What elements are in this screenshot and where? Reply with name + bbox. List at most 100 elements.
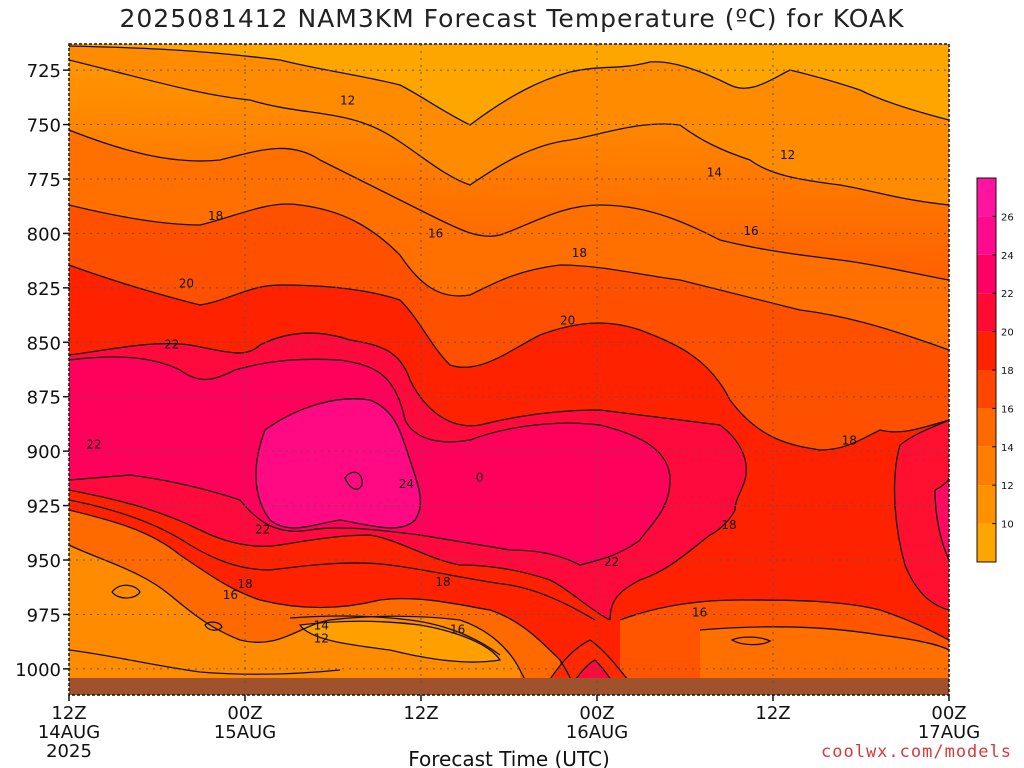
contour-label: 16 xyxy=(743,224,758,238)
surface-terrain xyxy=(69,678,949,695)
contour-label: 20 xyxy=(560,314,575,328)
colorbar-swatch xyxy=(977,331,996,370)
x-tick-label: 2025 xyxy=(46,741,92,762)
colorbar-tick-label: 10 xyxy=(1001,520,1014,531)
x-tick-label: 14AUG xyxy=(38,722,100,743)
colorbar-tick-label: 14 xyxy=(1001,443,1014,454)
contour-22-right xyxy=(934,477,949,561)
y-tick-label: 725 xyxy=(27,61,61,82)
contour-label: 22 xyxy=(86,438,101,452)
contour-16-low xyxy=(69,544,536,695)
x-axis-title: Forecast Time (UTC) xyxy=(408,747,610,768)
contour-label: 16 xyxy=(428,226,443,240)
plot-frame xyxy=(68,43,950,696)
contour-label: 16 xyxy=(450,623,465,637)
contour-24 xyxy=(255,398,422,529)
contour-16 xyxy=(69,203,949,351)
colorbar-swatch xyxy=(977,408,996,447)
band-24 xyxy=(255,398,421,528)
contour-label: 18 xyxy=(237,577,252,591)
chart-title: 2025081412 NAM3KM Forecast Temperature (… xyxy=(119,4,905,33)
x-tick-label: 15AUG xyxy=(214,722,276,743)
contour-10 xyxy=(69,45,949,126)
y-tick-label: 850 xyxy=(27,333,61,354)
contour-label: 0 xyxy=(476,470,484,484)
contour-label: 16 xyxy=(223,588,238,602)
colorbar-swatch xyxy=(977,254,996,294)
contour-small-left-1 xyxy=(111,584,141,599)
colorbar-swatch xyxy=(977,523,996,562)
contour-label: 18 xyxy=(721,518,736,532)
y-tick-label: 775 xyxy=(27,170,61,191)
contour-14-right xyxy=(699,626,949,651)
contour-14 xyxy=(69,129,949,281)
x-tick-label: 00Z xyxy=(579,703,614,724)
contour-18-low xyxy=(69,509,581,695)
y-tick-label: 800 xyxy=(27,224,61,245)
y-tick-label: 925 xyxy=(27,497,61,518)
contour-label: 12 xyxy=(314,631,329,645)
temperature-fill xyxy=(69,44,949,695)
y-tick-label: 875 xyxy=(27,388,61,409)
contour-small-right xyxy=(730,636,772,646)
contour-label: 12 xyxy=(340,94,355,108)
contour-label: 18 xyxy=(572,246,587,260)
contour-20 xyxy=(69,332,747,621)
colorbar-swatch xyxy=(977,216,996,255)
contour-16-right xyxy=(619,599,949,641)
band-20-right-pocket xyxy=(894,420,949,610)
y-axis: 725 750 775 800 825 850 875 900 925 950 975 1000 xyxy=(15,61,69,681)
contour-label: 14 xyxy=(707,165,722,179)
contour-label: 22 xyxy=(164,337,179,351)
contour-label: 18 xyxy=(208,209,223,223)
contour-label: 16 xyxy=(692,605,707,619)
colorbar-tick-label: 16 xyxy=(1001,404,1014,415)
contour-24-small xyxy=(344,471,363,490)
band-12-low-left xyxy=(69,545,520,695)
contour-label: 22 xyxy=(604,555,619,569)
x-tick-label: 16AUG xyxy=(566,722,628,743)
contour-label: 22 xyxy=(255,523,270,537)
contour-22-low xyxy=(69,489,611,621)
contour-small-left-2 xyxy=(204,621,223,631)
colorbar-swatch xyxy=(977,485,996,524)
contour-20-low xyxy=(69,499,596,621)
colorbar-swatch xyxy=(977,370,996,409)
contour-label: 20 xyxy=(179,276,194,290)
y-tick-label: 750 xyxy=(27,116,61,137)
contour-label: 18 xyxy=(842,433,857,447)
colorbar-tick-label: 24 xyxy=(1001,251,1014,262)
colorbar-tick-label: 18 xyxy=(1001,366,1014,377)
y-tick-label: 1000 xyxy=(15,660,61,681)
x-tick-label: 00Z xyxy=(227,703,262,724)
colorbar-tick-label: 22 xyxy=(1001,289,1014,300)
contour-14-low xyxy=(289,615,501,656)
x-tick-label: 00Z xyxy=(931,703,966,724)
watermark: coolwx.com/models xyxy=(821,742,1012,762)
x-tick-label: 12Z xyxy=(51,703,86,724)
contour-18-bottom xyxy=(539,639,641,695)
x-tick-label: 17AUG xyxy=(918,722,980,743)
contour-22 xyxy=(69,356,671,566)
y-tick-label: 825 xyxy=(27,279,61,300)
contour-label: 12 xyxy=(780,148,795,162)
colorbar-tick-label: 20 xyxy=(1001,328,1014,339)
x-tick-label: 12Z xyxy=(755,703,790,724)
band-10-low xyxy=(300,621,500,662)
contour-label: 14 xyxy=(314,618,329,632)
colorbar-tick-label: 26 xyxy=(1001,212,1014,223)
x-tick-label: 12Z xyxy=(403,703,438,724)
band-10-top xyxy=(69,44,949,125)
contour-12 xyxy=(69,59,949,206)
colorbar-tick-label: 12 xyxy=(1001,481,1014,492)
contour-18 xyxy=(69,264,949,451)
colorbar-swatch xyxy=(977,446,996,486)
y-tick-label: 950 xyxy=(27,551,61,572)
contour-label: 24 xyxy=(399,477,414,491)
colorbar-swatch xyxy=(977,178,996,217)
y-tick-label: 900 xyxy=(27,442,61,463)
contour-label: 18 xyxy=(435,575,450,589)
